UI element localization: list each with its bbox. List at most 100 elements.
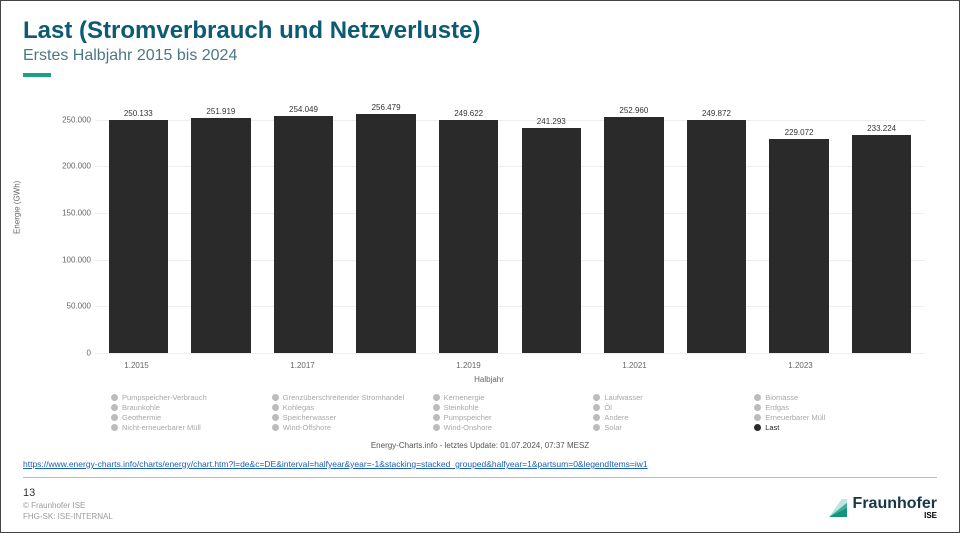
bar <box>356 114 415 353</box>
legend-item[interactable]: Wind-Onshore <box>433 423 590 432</box>
legend-dot-icon <box>433 424 440 431</box>
legend-item[interactable]: Kohlegas <box>272 403 429 412</box>
legend-dot-icon <box>272 424 279 431</box>
bar <box>191 118 250 353</box>
legend-dot-icon <box>111 414 118 421</box>
y-tick: 0 <box>51 349 91 358</box>
x-tick: 1.2017 <box>261 361 344 370</box>
legend-label: Öl <box>604 403 612 412</box>
bar-value-label: 229.072 <box>785 128 814 137</box>
legend-item[interactable]: Last <box>754 423 911 432</box>
bar-chart: Energie (GWh) 050.000100.000150.000200.0… <box>49 101 929 386</box>
bar-slot: 251.919 <box>180 101 263 353</box>
legend-label: Last <box>765 423 779 432</box>
divider <box>23 477 937 478</box>
plot-area: 050.000100.000150.000200.000250.000250.1… <box>95 101 925 354</box>
legend-item[interactable]: Geothermie <box>111 413 268 422</box>
y-tick: 50.000 <box>51 302 91 311</box>
bar-value-label: 256.479 <box>372 103 401 112</box>
legend-dot-icon <box>754 414 761 421</box>
legend-dot-icon <box>593 394 600 401</box>
slide: Last (Stromverbrauch und Netzverluste) E… <box>0 0 960 533</box>
legend-label: Wind-Offshore <box>283 423 331 432</box>
source-url[interactable]: https://www.energy-charts.info/charts/en… <box>23 459 648 469</box>
x-tick <box>510 361 593 370</box>
brand-name: Fraunhofer <box>853 496 937 512</box>
legend-label: Speicherwasser <box>283 413 336 422</box>
bar <box>274 116 333 353</box>
bar-slot: 233.224 <box>840 101 923 353</box>
legend-dot-icon <box>593 414 600 421</box>
legend-dot-icon <box>272 404 279 411</box>
legend-dot-icon <box>272 394 279 401</box>
legend-label: Nicht-erneuerbarer Müll <box>122 423 201 432</box>
bar-slot: 241.293 <box>510 101 593 353</box>
legend-dot-icon <box>433 394 440 401</box>
bar <box>109 120 168 353</box>
bar-slot: 254.049 <box>262 101 345 353</box>
bar-value-label: 254.049 <box>289 105 318 114</box>
legend-dot-icon <box>433 404 440 411</box>
legend-item[interactable]: Steinkohle <box>433 403 590 412</box>
x-tick: 1.2021 <box>593 361 676 370</box>
bar <box>604 117 663 353</box>
legend-label: Erneuerbarer Müll <box>765 413 825 422</box>
source-link[interactable]: https://www.energy-charts.info/charts/en… <box>23 459 937 469</box>
bar-slot: 256.479 <box>345 101 428 353</box>
legend: Pumpspeicher-VerbrauchBraunkohleGeotherm… <box>111 393 911 432</box>
legend-label: Geothermie <box>122 413 161 422</box>
legend-dot-icon <box>754 424 761 431</box>
legend-dot-icon <box>593 404 600 411</box>
legend-item[interactable]: Erdgas <box>754 403 911 412</box>
legend-item[interactable]: Nicht-erneuerbarer Müll <box>111 423 268 432</box>
bar-value-label: 249.622 <box>454 109 483 118</box>
bar-value-label: 252.960 <box>619 106 648 115</box>
x-tick: 1.2023 <box>759 361 842 370</box>
legend-label: Erdgas <box>765 403 789 412</box>
bar <box>769 139 828 353</box>
legend-item[interactable]: Solar <box>593 423 750 432</box>
y-tick: 250.000 <box>51 115 91 124</box>
legend-item[interactable]: Pumpspeicher-Verbrauch <box>111 393 268 402</box>
bar-slot: 250.133 <box>97 101 180 353</box>
legend-item[interactable]: Öl <box>593 403 750 412</box>
legend-dot-icon <box>111 424 118 431</box>
bar-slot: 249.872 <box>675 101 758 353</box>
legend-item[interactable]: Kernenergie <box>433 393 590 402</box>
copyright: © Fraunhofer ISE <box>23 501 113 511</box>
legend-dot-icon <box>111 394 118 401</box>
x-tick <box>676 361 759 370</box>
legend-label: Andere <box>604 413 628 422</box>
x-tick <box>344 361 427 370</box>
legend-item[interactable]: Biomasse <box>754 393 911 402</box>
legend-item[interactable]: Laufwasser <box>593 393 750 402</box>
legend-item[interactable]: Pumpspeicher <box>433 413 590 422</box>
legend-dot-icon <box>754 394 761 401</box>
bar-slot: 249.622 <box>427 101 510 353</box>
bar-value-label: 241.293 <box>537 117 566 126</box>
legend-item[interactable]: Grenzüberschreitender Stromhandel <box>272 393 429 402</box>
x-ticks: 1.20151.20171.20191.20211.2023 <box>95 361 925 370</box>
y-tick: 150.000 <box>51 209 91 218</box>
legend-item[interactable]: Braunkohle <box>111 403 268 412</box>
y-tick: 100.000 <box>51 255 91 264</box>
legend-label: Pumpspeicher <box>444 413 492 422</box>
legend-label: Braunkohle <box>122 403 160 412</box>
bar <box>687 120 746 353</box>
page-title: Last (Stromverbrauch und Netzverluste) <box>23 17 937 45</box>
legend-item[interactable]: Andere <box>593 413 750 422</box>
legend-dot-icon <box>754 404 761 411</box>
legend-label: Kohlegas <box>283 403 314 412</box>
legend-label: Pumpspeicher-Verbrauch <box>122 393 207 402</box>
footer: 13 © Fraunhofer ISE FHG-SK: ISE-INTERNAL <box>23 486 113 522</box>
y-axis-label: Energie (GWh) <box>13 180 22 233</box>
legend-label: Solar <box>604 423 622 432</box>
brand-text-wrap: Fraunhofer ISE <box>853 496 937 520</box>
legend-item[interactable]: Speicherwasser <box>272 413 429 422</box>
legend-dot-icon <box>593 424 600 431</box>
x-tick <box>178 361 261 370</box>
x-tick: 1.2015 <box>95 361 178 370</box>
legend-item[interactable]: Erneuerbarer Müll <box>754 413 911 422</box>
legend-item[interactable]: Wind-Offshore <box>272 423 429 432</box>
bar-value-label: 233.224 <box>867 124 896 133</box>
